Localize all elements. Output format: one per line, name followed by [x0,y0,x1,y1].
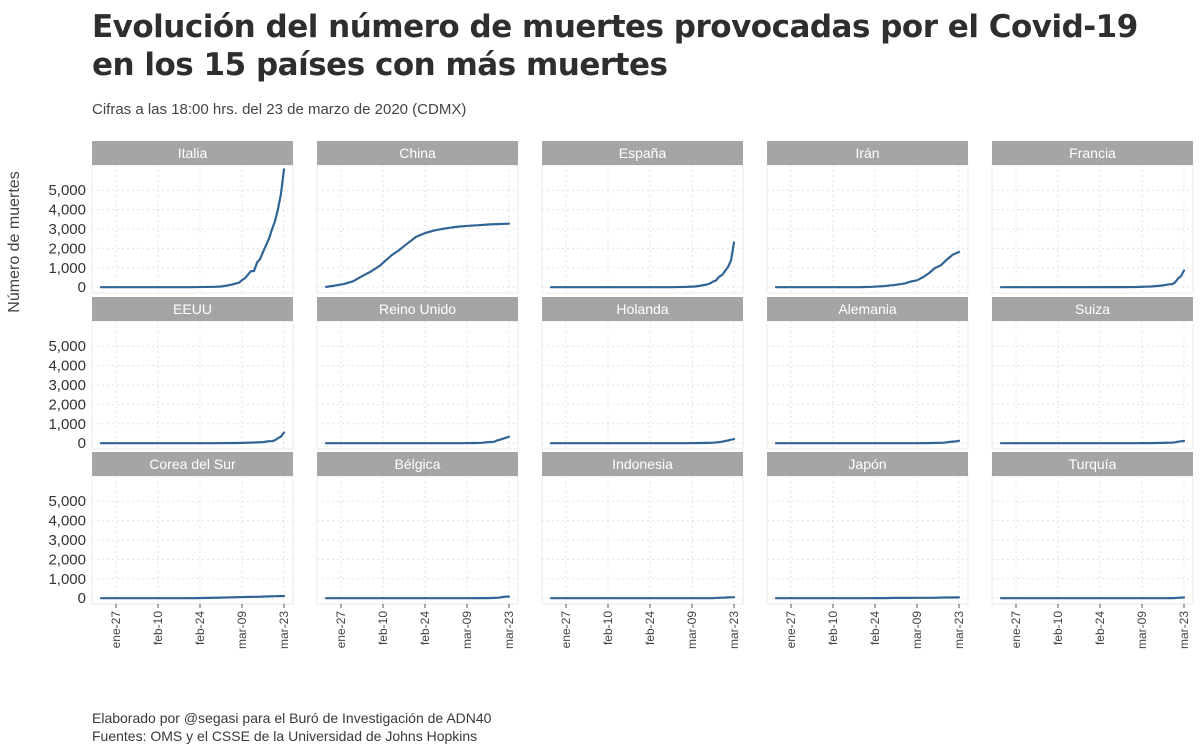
strip-label-turquia: Turquía [1069,456,1117,472]
y-tick-label-row1-2: 2,000 [48,240,86,257]
x-tick-label-japon-4: mar-23 [952,611,966,649]
x-tick-label-turquia-2: feb-24 [1093,611,1107,645]
strip-label-china: China [399,145,436,161]
y-tick-label-row2-4: 4,000 [48,358,86,375]
x-tick-label-corea-del-sur-4: mar-23 [277,611,291,649]
line-suiza [999,439,1186,445]
facet-line-chart: Número de muertes Italia 0 1,000 2,000 3,000 4… [6,141,1194,649]
x-tick-label-corea-del-sur-3: mar-09 [235,611,249,649]
x-tick-label-indonesia-2: feb-24 [643,611,657,645]
strip-iran [767,141,968,165]
x-tick-label-belgica-4: mar-23 [502,611,516,649]
y-tick-label-row1-4: 4,000 [48,202,86,219]
x-tick-label-belgica-1: feb-10 [376,611,390,645]
strip-japon [767,452,968,476]
strip-italia [92,141,293,165]
y-tick-label-row2-2: 2,000 [48,396,86,413]
strip-eeuu [92,297,293,321]
x-tick-label-corea-del-sur-1: feb-10 [151,611,165,645]
line-iran [774,250,961,289]
x-tick-label-indonesia-4: mar-23 [727,611,741,649]
chart-title: Evolución del número de muertes provocad… [92,9,1138,83]
y-tick-label-row1-5: 5,000 [48,182,86,199]
line-eeuu [99,431,286,445]
strip-label-japon: Japón [848,456,886,472]
chart-subtitle: Cifras a las 18:00 hrs. del 23 de marzo … [92,101,467,118]
x-tick-label-belgica-0: ene-27 [334,611,348,649]
strip-corea-del-sur [92,452,293,476]
x-tick-label-turquia-0: ene-27 [1009,611,1023,649]
strip-turquia [992,452,1193,476]
strip-label-italia: Italia [178,145,208,161]
y-tick-label-row2-5: 5,000 [48,338,86,355]
strip-label-francia: Francia [1069,145,1116,161]
x-tick-label-turquia-1: feb-10 [1051,611,1065,645]
strip-indonesia [542,452,743,476]
line-holanda [549,438,736,445]
strip-label-belgica: Bélgica [395,456,441,472]
caption-author: Elaborado por @segasi para el Buró de In… [92,710,492,726]
x-tick-label-belgica-3: mar-09 [460,611,474,649]
x-tick-label-japon-1: feb-10 [826,611,840,645]
x-tick-label-corea-del-sur-0: ene-27 [109,611,123,649]
x-tick-label-indonesia-0: ene-27 [559,611,573,649]
y-tick-label-row1-3: 3,000 [48,221,86,238]
y-tick-label-row3-1: 1,000 [48,571,86,588]
strip-label-indonesia: Indonesia [612,456,673,472]
strip-label-reino-unido: Reino Unido [379,301,456,317]
x-tick-label-turquia-4: mar-23 [1177,611,1191,649]
y-tick-label-row1-0: 0 [78,279,86,296]
y-tick-label-row3-4: 4,000 [48,513,86,530]
strip-label-corea-del-sur: Corea del Sur [149,456,236,472]
strip-label-espana: España [619,145,667,161]
line-belgica [324,595,511,600]
caption-sources: Fuentes: OMS y el CSSE de la Universidad… [92,728,478,744]
strip-belgica [317,452,518,476]
strip-alemania [767,297,968,321]
y-tick-label-row3-5: 5,000 [48,493,86,510]
strip-label-holanda: Holanda [616,301,668,317]
y-tick-label-row2-1: 1,000 [48,416,86,433]
y-tick-label-row3-3: 3,000 [48,532,86,549]
x-tick-label-japon-3: mar-09 [910,611,924,649]
strip-reino-unido [317,297,518,321]
line-china [324,222,511,288]
y-axis-label: Número de muertes [6,171,23,312]
y-tick-label-row3-0: 0 [78,590,86,607]
strip-label-alemania: Alemania [838,301,897,317]
y-tick-label-row2-0: 0 [78,435,86,452]
strip-label-eeuu: EEUU [173,301,212,317]
x-tick-label-indonesia-3: mar-09 [685,611,699,649]
line-reino-unido [324,435,511,445]
strip-holanda [542,297,743,321]
line-japon [774,596,961,600]
x-tick-label-turquia-3: mar-09 [1135,611,1149,649]
x-tick-label-japon-0: ene-27 [784,611,798,649]
y-tick-label-row3-2: 2,000 [48,551,86,568]
strip-china [317,141,518,165]
line-espana [549,241,736,289]
y-tick-label-row2-3: 3,000 [48,377,86,394]
y-tick-label-row1-1: 1,000 [48,260,86,277]
line-turquia [999,596,1186,600]
x-tick-label-indonesia-1: feb-10 [601,611,615,645]
x-tick-label-japon-2: feb-24 [868,611,882,645]
strip-francia [992,141,1193,165]
strip-label-iran: Irán [855,145,879,161]
line-alemania [774,439,961,445]
x-tick-label-belgica-2: feb-24 [418,611,432,645]
strip-suiza [992,297,1193,321]
strip-label-suiza: Suiza [1075,301,1110,317]
line-corea-del-sur [99,594,286,600]
line-francia [999,269,1186,289]
line-italia [99,168,286,289]
strip-espana [542,141,743,165]
line-indonesia [549,596,736,600]
x-tick-label-corea-del-sur-2: feb-24 [193,611,207,645]
